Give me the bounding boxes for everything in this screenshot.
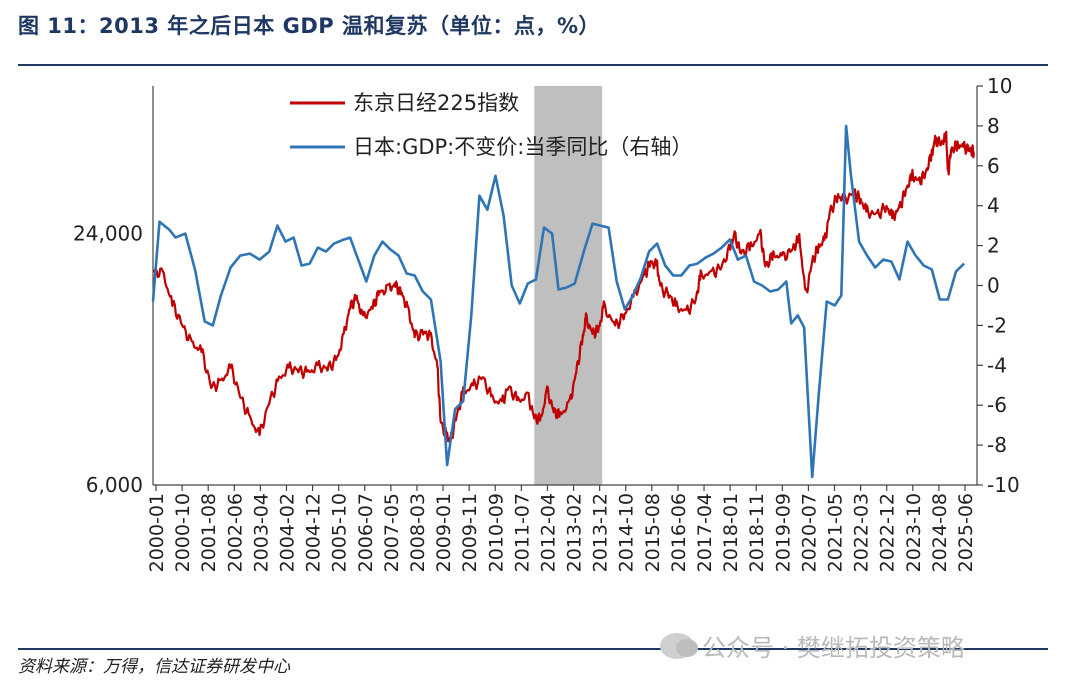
right-tick-label: 8 (987, 114, 1000, 138)
x-tick-label: 2003-04 (250, 493, 272, 572)
right-tick-label: 10 (987, 74, 1012, 98)
x-tick-label: 2020-07 (798, 493, 820, 572)
legend-label-gdp: 日本:GDP:不变价:当季同比（右轴） (353, 135, 692, 159)
x-tick-label: 2021-05 (825, 493, 847, 572)
right-tick-label: 0 (987, 274, 1000, 298)
x-tick-label: 2018-11 (746, 493, 768, 572)
right-tick-label: -4 (987, 353, 1007, 377)
x-tick-label: 2001-08 (198, 493, 220, 572)
watermark: 公众号 · 樊继拓投资策略 (660, 628, 965, 663)
x-tick-label: 2022-12 (877, 493, 899, 572)
bottom-rule (18, 648, 1048, 650)
x-tick-label: 2023-10 (903, 493, 925, 572)
legend: 东京日经225指数 日本:GDP:不变价:当季同比（右轴） (290, 91, 692, 159)
x-tick-label: 2017-04 (694, 493, 716, 572)
x-tick-label: 2005-10 (329, 493, 351, 572)
x-tick-label: 2004-02 (276, 493, 298, 572)
x-tick-label: 2011-07 (511, 493, 533, 572)
x-tick-label: 2016-06 (668, 493, 690, 572)
right-tick-label: -8 (987, 433, 1007, 457)
left-tick-label: 6,000 (86, 473, 143, 497)
series-line-nikkei (152, 130, 975, 443)
x-tick-label: 2002-06 (224, 493, 246, 572)
x-tick-label: 2025-06 (955, 493, 977, 572)
x-tick-label: 2012-04 (537, 493, 559, 572)
x-tick-label: 2007-05 (381, 493, 403, 572)
x-tick-label: 2013-12 (590, 493, 612, 572)
right-tick-label: 2 (987, 234, 1000, 258)
figure-title: 图 11：2013 年之后日本 GDP 温和复苏（单位：点，%） (18, 14, 601, 38)
x-tick-label: 2000-10 (172, 493, 194, 572)
wechat-icon (660, 632, 698, 659)
x-tick-label: 2015-08 (642, 493, 664, 572)
tick-layer: 6,000 24,000 10 8 6 4 2 0 -2 -4 -6 -8 -10 2000-01 2000… (73, 74, 1020, 572)
left-tick-label: 24,000 (73, 221, 143, 245)
x-tick-label: 2009-01 (433, 493, 455, 572)
x-tick-label: 2018-01 (720, 493, 742, 572)
right-tick-label: -10 (987, 473, 1020, 497)
series-line-gdp (151, 124, 966, 479)
right-tick-label: -6 (987, 393, 1007, 417)
x-tick-label: 2013-02 (564, 493, 586, 572)
source-note: 资料来源：万得，信达证券研发中心 (18, 657, 290, 677)
x-tick-label: 2010-09 (485, 493, 507, 572)
top-rule (18, 64, 1048, 66)
x-tick-label: 2019-09 (772, 493, 794, 572)
x-tick-label: 2008-03 (407, 493, 429, 572)
x-tick-label: 2004-12 (303, 493, 325, 572)
x-tick-label: 2009-11 (459, 493, 481, 572)
x-tick-label: 2006-07 (355, 493, 377, 572)
watermark-text: 公众号 · 樊继拓投资策略 (702, 634, 965, 662)
legend-label-nikkei: 东京日经225指数 (353, 91, 519, 115)
right-tick-label: 6 (987, 154, 1000, 178)
x-tick-label: 2022-03 (851, 493, 873, 572)
x-tick-label: 2014-10 (616, 493, 638, 572)
right-tick-label: -2 (987, 313, 1007, 337)
right-tick-label: 4 (987, 194, 1000, 218)
x-tick-label: 2024-08 (929, 493, 951, 572)
x-tick-label: 2000-01 (146, 493, 168, 572)
